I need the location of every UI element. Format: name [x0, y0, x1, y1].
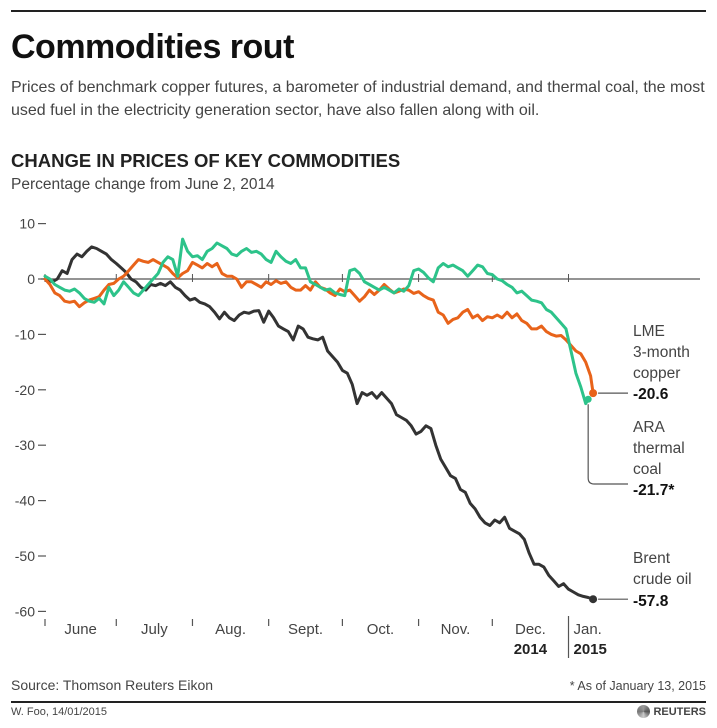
y-tick-label: -20 [15, 382, 35, 398]
x-month-label: Jan. [574, 621, 602, 638]
x-month-label: Nov. [441, 621, 471, 638]
series-line-lme-3-month-copper [43, 258, 595, 395]
page-subtitle: Prices of benchmark copper futures, a ba… [11, 79, 705, 119]
y-tick-label: -30 [15, 437, 35, 453]
end-annotations: LME 3-month copper -20.6 ARA thermal coal -21.7… [584, 323, 692, 610]
oil-label: Brent [633, 550, 671, 567]
coal-label: ARA [633, 419, 666, 436]
x-month-label: Aug. [215, 621, 246, 638]
coal-leader-line [587, 404, 628, 485]
y-tick-label: -50 [15, 548, 35, 564]
x-month-label: Sept. [288, 621, 323, 638]
y-tick-label: 0 [27, 271, 35, 287]
top-rule [11, 10, 706, 12]
chart-title: CHANGE IN PRICES OF KEY COMMODITIES [11, 150, 401, 171]
oil-end-marker [589, 595, 598, 604]
copper-label: LME [633, 323, 665, 340]
copper-end-marker [589, 389, 598, 398]
source-note: Source: Thomson Reuters Eikon [11, 677, 214, 693]
y-axis: 10 0 -10 -20 -30 -40 -50 -60 [15, 216, 46, 619]
x-month-label: Dec. [515, 621, 546, 638]
coal-end-marker [584, 395, 592, 403]
copper-label: copper [633, 365, 680, 382]
x-axis: June July Aug. Sept. Oct. Nov. Dec. Jan. 2014 201… [44, 274, 607, 658]
oil-value: -57.8 [633, 593, 669, 610]
coal-value: -21.7* [633, 482, 675, 499]
footnote: * As of January 13, 2015 [569, 679, 706, 693]
x-month-label: June [64, 621, 97, 638]
chart-subtitle: Percentage change from June 2, 2014 [11, 176, 275, 193]
y-tick-label: 10 [19, 216, 35, 232]
reuters-logo: REUTERS [637, 705, 706, 718]
reuters-logo-text: REUTERS [653, 705, 706, 718]
series-line-brent-crude-oil [43, 245, 595, 601]
oil-label: crude oil [633, 571, 692, 588]
page-title: Commodities rout [11, 28, 294, 66]
x-year-label: 2014 [514, 641, 548, 658]
coal-label: thermal [633, 440, 685, 457]
bottom-rule [11, 701, 706, 703]
series-line-ara-thermal-coal [43, 237, 590, 406]
y-tick-label: -40 [15, 493, 35, 509]
coal-label: coal [633, 461, 661, 478]
x-year-label: 2015 [574, 641, 607, 658]
reuters-logo-icon [637, 705, 651, 718]
y-tick-label: -60 [15, 603, 35, 619]
credit-line: W. Foo, 14/01/2015 [11, 706, 108, 718]
copper-value: -20.6 [633, 386, 669, 403]
series-group [43, 237, 595, 601]
y-tick-label: -10 [15, 326, 35, 342]
x-month-label: Oct. [367, 621, 395, 638]
copper-label: 3-month [633, 344, 690, 361]
x-month-label: July [141, 621, 168, 638]
